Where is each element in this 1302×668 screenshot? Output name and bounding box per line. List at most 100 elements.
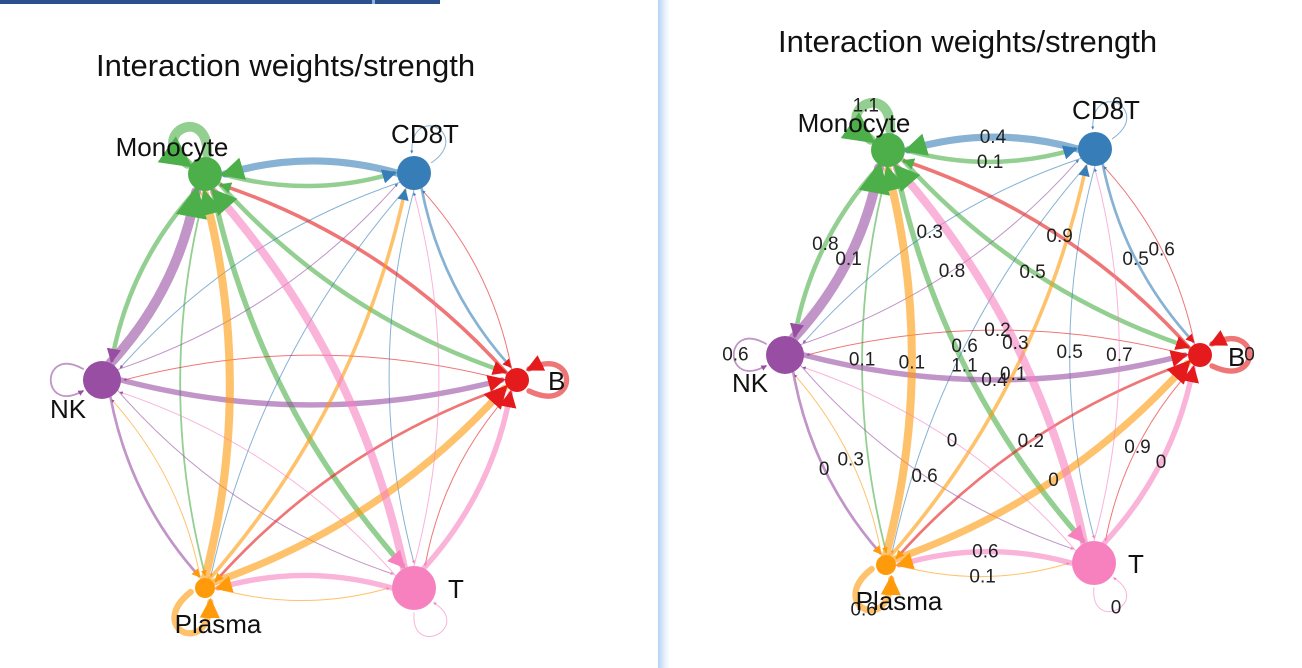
edge-weight-label: 0.7	[1106, 345, 1132, 366]
edge-weight-label: 0	[947, 430, 958, 451]
edge-t-to-monocyte	[209, 187, 409, 573]
edge-monocyte-to-b	[216, 181, 508, 375]
edge-nk-to-plasma	[791, 370, 882, 555]
edge-plasma-to-nk	[111, 399, 202, 580]
edge-nk-to-b	[801, 350, 1189, 383]
node-plasma	[876, 555, 896, 575]
edge-weight-label: 0.3	[1002, 333, 1028, 354]
edge-nk-to-monocyte	[105, 185, 208, 368]
edge-b-to-b	[1208, 330, 1253, 374]
nodes-group: Monocyte CD8T B NK Plasma T	[732, 95, 1245, 616]
edge-b-to-cd8t	[422, 190, 513, 370]
edge-cd8t-to-cd8t	[410, 125, 447, 164]
edges-group	[732, 97, 1253, 614]
edge-weight-label: 0.3	[917, 222, 943, 243]
edge-weight-label: 0.6	[911, 466, 937, 487]
edge-cd8t-to-monocyte	[220, 157, 401, 180]
edge-t-to-nk	[802, 366, 1077, 552]
node-b	[1188, 343, 1212, 367]
edge-b-to-b	[525, 355, 570, 399]
edge-monocyte-to-nk	[106, 186, 200, 364]
edge-weight-label: 0	[1244, 345, 1255, 366]
edge-nk-to-plasma	[109, 395, 201, 578]
edge-weight-label: 0.1	[969, 567, 995, 588]
edge-plasma-to-nk	[794, 374, 883, 557]
node-label-monocyte: Monocyte	[116, 132, 229, 162]
edge-cd8t-to-t	[388, 189, 415, 564]
edge-weight-label: 0.6	[972, 542, 998, 563]
edge-t-to-b	[1101, 364, 1200, 547]
edge-weight-label: 1.1	[853, 96, 879, 117]
edge-t-to-nk	[119, 391, 397, 577]
edge-plasma-to-plasma	[171, 588, 220, 637]
edge-nk-to-monocyte	[788, 161, 890, 343]
node-label-nk: NK	[50, 394, 87, 424]
edge-t-to-t	[413, 602, 448, 637]
edge-weight-label: 0	[1111, 597, 1122, 618]
chart-title: Interaction weights/strength	[96, 48, 476, 83]
edge-weight-label: 0.3	[837, 449, 863, 470]
node-monocyte	[871, 133, 905, 167]
edge-cd8t-to-nk	[119, 181, 401, 369]
left-panel: Interaction weights/strength Monocyte CD8…	[49, 48, 570, 639]
edge-weight-label: 0	[819, 459, 830, 480]
edge-cd8t-to-nk	[802, 157, 1082, 344]
edge-plasma-to-plasma	[852, 565, 901, 614]
edge-nk-to-nk	[732, 337, 767, 372]
nodes-group: Monocyte CD8T B NK Plasma T	[50, 119, 565, 639]
edge-weight-label: 0.5	[1122, 249, 1148, 270]
edge-cd8t-to-b	[420, 186, 512, 368]
panel-divider	[658, 0, 670, 668]
node-nk	[83, 361, 121, 399]
edge-weight-label: 0.6	[722, 345, 748, 366]
edge-monocyte-to-t	[209, 186, 406, 569]
node-label-b: B	[548, 366, 565, 396]
node-label-b: B	[1228, 342, 1245, 372]
edge-weight-label: 0.9	[1046, 226, 1072, 247]
node-label-t: T	[448, 574, 464, 604]
edge-weight-label: 0.1	[1000, 364, 1026, 385]
edge-cd8t-to-plasma	[209, 187, 407, 578]
node-label-nk: NK	[732, 368, 769, 398]
chart-title: Interaction weights/strength	[778, 24, 1158, 59]
edge-nk-to-b	[118, 375, 506, 408]
edge-nk-to-cd8t	[117, 183, 398, 370]
edge-monocyte-to-plasma	[179, 190, 207, 577]
edge-weight-label: 0	[1156, 452, 1167, 473]
edge-cd8t-to-plasma	[890, 163, 1088, 555]
edge-monocyte-to-b	[899, 157, 1191, 350]
edge-weight-label: 0.4	[980, 127, 1007, 148]
edge-plasma-to-b	[890, 359, 1192, 564]
edge-weight-label: 0.6	[951, 336, 977, 357]
node-label-plasma: Plasma	[856, 586, 943, 616]
network-diagram-left: Monocyte CD8T B NK Plasma T	[49, 119, 570, 639]
edge-monocyte-to-t	[892, 162, 1086, 544]
edge-plasma-to-monocyte	[197, 188, 234, 583]
node-label-cd8t: CD8T	[391, 119, 459, 149]
edge-plasma-to-t	[214, 587, 390, 602]
edge-weight-label: 0.8	[939, 261, 965, 282]
edge-monocyte-to-cd8t	[219, 169, 397, 189]
right-panel: Interaction weights/strength 1.1 0.1 0.5 0.…	[670, 0, 1302, 668]
network-diagram-right: 1.10.10.50.80.1 1.100.40.50.30.50.6 00.90.…	[722, 95, 1255, 621]
edge-cd8t-to-b	[1101, 162, 1195, 343]
edge-t-to-t	[1093, 577, 1128, 613]
node-monocyte	[188, 157, 222, 191]
edge-weight-label: 0.5	[1056, 342, 1082, 363]
edge-labels-group: 1.10.10.50.80.1 1.100.40.50.30.50.6 00.90.…	[722, 95, 1255, 621]
node-cd8t	[1078, 132, 1112, 166]
edge-cd8t-to-monocyte	[903, 133, 1082, 156]
edge-nk-to-t	[117, 390, 394, 575]
node-t	[1072, 541, 1116, 585]
node-cd8t	[397, 156, 431, 190]
edge-weight-label: 0.1	[977, 152, 1003, 173]
edge-weight-label: 0.6	[1148, 239, 1174, 260]
edge-b-to-nk	[806, 329, 1189, 356]
edge-monocyte-to-monocyte	[840, 97, 896, 145]
edge-weight-label: 0	[1048, 470, 1059, 491]
node-t	[392, 566, 436, 610]
edge-b-to-cd8t	[1103, 166, 1196, 345]
edge-weight-label: 0	[1112, 95, 1123, 116]
edge-b-to-monocyte	[902, 158, 1192, 351]
node-label-cd8t: CD8T	[1072, 95, 1140, 125]
